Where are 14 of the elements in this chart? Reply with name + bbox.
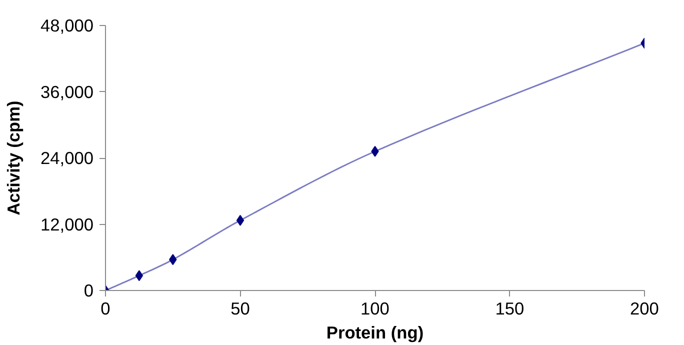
x-tick-label: 100 [360,298,390,318]
y-tick-label: 24,000 [40,148,94,168]
y-axis-title: Activity (cpm) [4,100,24,216]
x-tick-label: 150 [495,298,524,318]
point [135,270,144,282]
x-tick-label: 50 [230,298,250,318]
x-tick-label: 0 [100,298,110,318]
y-tick-label: 36,000 [40,82,94,102]
x-axis-title: Protein (ng) [326,322,424,342]
x-tick-label: 200 [630,298,659,318]
y-tick-label: 0 [84,280,94,300]
y-tick-label: 48,000 [40,16,94,36]
y-tick-label: 12,000 [40,214,94,234]
point [236,214,244,226]
